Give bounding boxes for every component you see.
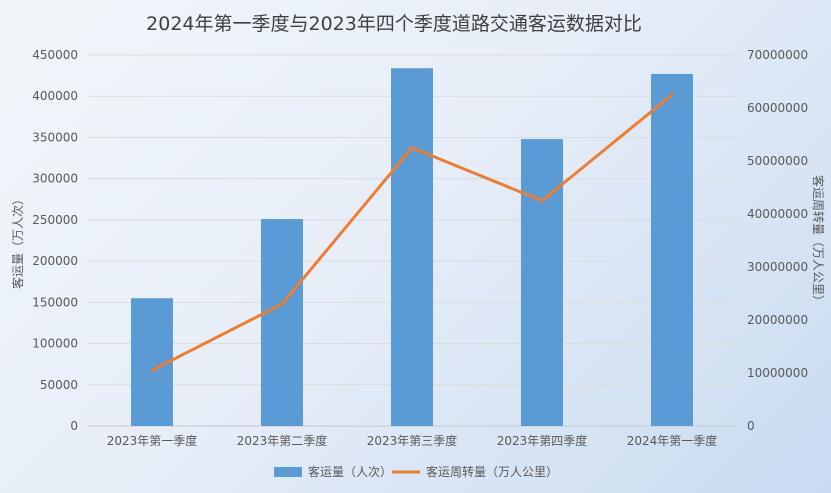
left-axis-tick-label: 100000: [32, 337, 78, 351]
left-axis-tick-label: 50000: [40, 378, 78, 392]
left-axis-tick-label: 150000: [32, 295, 78, 309]
x-axis-tick-label: 2023年第三季度: [367, 433, 458, 448]
left-axis-title: 客运量（万人次）: [10, 193, 25, 289]
legend: 客运量（人次） 客运周转量（万人公里）: [274, 464, 558, 479]
legend-swatch-bar: [274, 467, 302, 477]
right-axis-tick-label: 30000000: [747, 260, 808, 274]
left-axis-ticks: 0 50000 100000 150000 200000 250000 300000 3500…: [32, 48, 78, 433]
bar: [651, 73, 693, 426]
right-axis-tick-label: 10000000: [747, 366, 808, 380]
left-axis-tick-label: 400000: [32, 89, 78, 103]
right-axis-title: 客运周转量（万人公里）: [811, 175, 826, 307]
right-axis-tick-label: 40000000: [747, 207, 808, 221]
legend-label: 客运量（人次）: [308, 464, 392, 479]
left-axis-tick-label: 350000: [32, 130, 78, 144]
left-axis-tick-label: 200000: [32, 254, 78, 268]
bar-series: [131, 68, 693, 427]
bar: [521, 139, 563, 427]
line-series: [150, 93, 674, 372]
x-axis-ticks: 2023年第一季度 2023年第二季度 2023年第三季度 2023年第四季度 2024…: [107, 433, 718, 448]
right-axis-tick-label: 70000000: [747, 48, 808, 62]
right-axis-tick-label: 50000000: [747, 154, 808, 168]
x-axis-tick-label: 2023年第四季度: [497, 433, 588, 448]
x-axis-tick-label: 2023年第一季度: [107, 433, 198, 448]
legend-label: 客运周转量（万人公里）: [426, 464, 558, 479]
left-axis-tick-label: 450000: [32, 48, 78, 62]
x-axis-tick-label: 2024年第一季度: [627, 433, 718, 448]
left-axis-tick-label: 300000: [32, 172, 78, 186]
bar: [391, 68, 433, 427]
series-line: [150, 93, 674, 372]
x-axis-tick-label: 2023年第二季度: [237, 433, 328, 448]
right-axis-tick-label: 0: [747, 419, 755, 433]
left-axis-tick-label: 250000: [32, 213, 78, 227]
left-axis-tick-label: 0: [70, 419, 78, 433]
bar: [261, 219, 303, 426]
right-axis-tick-label: 20000000: [747, 313, 808, 327]
chart-title: 2024年第一季度与2023年四个季度道路交通客运数据对比: [146, 13, 642, 35]
right-axis-ticks: 0 10000000 20000000 30000000 40000000 5000000…: [747, 48, 808, 433]
right-axis-tick-label: 60000000: [747, 101, 808, 115]
